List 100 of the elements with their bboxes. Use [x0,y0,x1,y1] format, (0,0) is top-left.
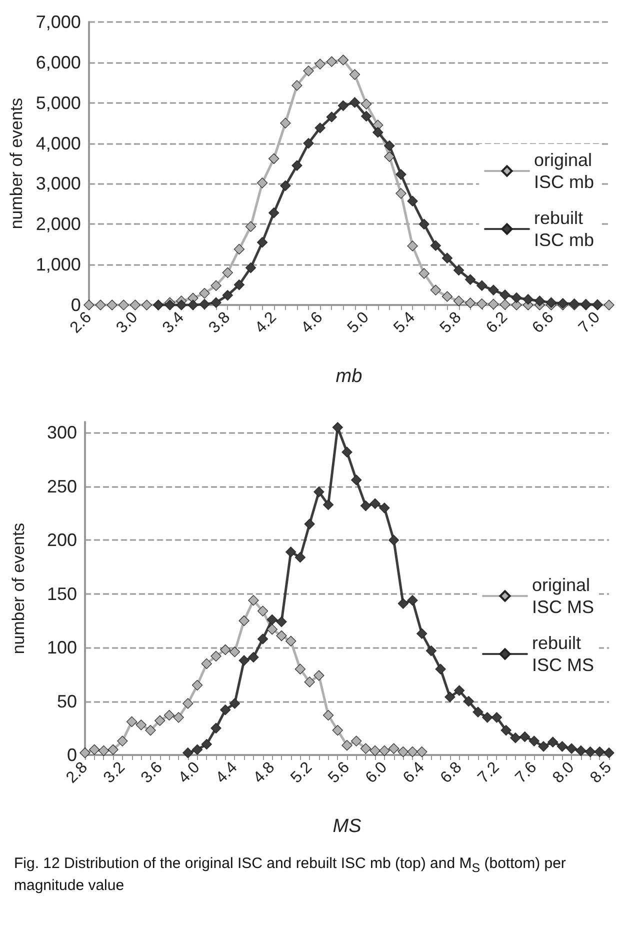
point [256,178,268,188]
point [349,97,360,108]
y-axis-title: number of events [9,522,28,654]
point [292,80,302,91]
point [500,299,510,310]
point [248,595,259,606]
point [266,624,278,635]
y-tick-label: 250 [46,476,77,496]
y-tick-label: 3,000 [36,174,81,194]
x-tick-label: 7.6 [512,758,540,787]
point [192,744,203,755]
point [141,300,152,310]
point [442,252,453,264]
point [418,218,430,230]
y-tick-label: 200 [46,530,77,550]
point [80,748,90,758]
y-tick-label: 1,000 [36,254,81,275]
point [276,616,287,628]
x-axis-title: MS [332,816,362,837]
point [314,122,326,134]
point [257,634,268,644]
point [210,297,222,308]
point [576,745,586,756]
point [398,746,408,758]
point [511,292,522,304]
point [210,280,222,291]
point [238,655,250,666]
x-tick-label: 3.0 [113,308,142,337]
point [430,284,441,296]
point [430,240,441,251]
point [234,244,244,255]
point [201,658,212,669]
y-tick-label: 4,000 [36,133,81,154]
point [534,296,545,306]
point [546,297,557,308]
point [556,741,568,752]
point [398,598,408,609]
point [176,300,187,310]
point [245,221,256,232]
point [286,546,296,558]
point [407,595,418,606]
point [379,502,390,514]
point [245,262,256,274]
point [304,676,315,688]
point [416,628,428,639]
point [584,746,596,758]
y-tick-label: 50 [56,691,77,712]
y-tick-label: 5,000 [36,92,81,113]
point [164,710,175,721]
point [106,300,118,310]
point [173,712,184,723]
y-tick-label: 6,000 [36,52,81,72]
point [326,112,337,122]
legend-label: original ISC MS [532,575,594,617]
point [303,66,314,76]
point [314,486,324,498]
point [314,670,324,681]
point [604,300,614,310]
point [465,274,476,285]
point [453,296,464,306]
point [229,646,240,658]
x-tick-label: 6.4 [400,758,428,787]
point [326,56,337,67]
point [210,650,222,662]
point [396,169,406,180]
point [303,138,314,149]
point [522,294,534,305]
x-tick-label: 4.8 [250,758,278,787]
point [117,736,128,746]
point [188,300,198,310]
x-axis-title: mb [336,366,362,387]
point [442,291,453,302]
x-tick-label: 6.2 [483,308,512,337]
point [192,680,203,690]
legend-label: original ISC mb [534,150,594,192]
point [360,500,372,512]
point [594,746,605,758]
point [286,636,296,646]
point [418,268,430,279]
x-tick-label: 7.0 [576,308,604,337]
point [210,722,222,734]
point [360,743,372,754]
point [234,279,244,290]
point [476,280,488,291]
point [454,685,465,696]
point [426,646,437,656]
y-tick-label: 100 [46,638,77,658]
point [510,732,521,744]
legend-label: rebuilt ISC mb [534,208,594,250]
y-tick-label: 300 [46,422,77,443]
y-tick-label: 7,000 [36,12,81,32]
x-tick-label: 4.0 [176,758,204,787]
point [199,298,210,310]
point [444,692,456,702]
point [351,736,362,746]
point [338,100,348,111]
point [351,474,362,486]
point [396,188,406,199]
x-tick-label: 3.8 [206,308,234,337]
point [476,298,488,310]
